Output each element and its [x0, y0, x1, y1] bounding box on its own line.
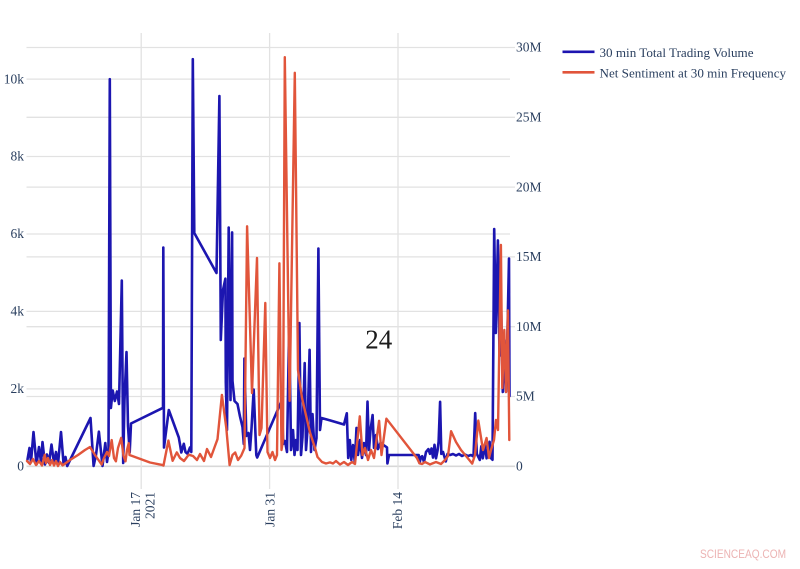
svg-text:0: 0: [17, 459, 24, 474]
svg-text:5M: 5M: [516, 389, 535, 404]
svg-text:SCIENCEAQ.COM: SCIENCEAQ.COM: [700, 549, 786, 561]
svg-text:30M: 30M: [516, 40, 542, 55]
svg-text:2k: 2k: [11, 381, 25, 396]
svg-text:8k: 8k: [11, 149, 25, 164]
svg-text:0: 0: [516, 459, 523, 474]
svg-text:Feb 14: Feb 14: [390, 492, 405, 529]
svg-text:10M: 10M: [516, 319, 542, 334]
svg-text:15M: 15M: [516, 249, 542, 264]
svg-text:Jan 31: Jan 31: [263, 492, 278, 527]
svg-text:30 min Total Trading Volume: 30 min Total Trading Volume: [600, 45, 754, 60]
svg-text:Net Sentiment at 30 min Freque: Net Sentiment at 30 min Frequency: [600, 66, 787, 81]
svg-text:6k: 6k: [11, 226, 25, 241]
svg-text:10k: 10k: [4, 71, 25, 86]
svg-text:20M: 20M: [516, 179, 542, 194]
svg-text:24: 24: [365, 325, 393, 355]
svg-text:4k: 4k: [11, 304, 25, 319]
svg-text:25M: 25M: [516, 110, 542, 125]
